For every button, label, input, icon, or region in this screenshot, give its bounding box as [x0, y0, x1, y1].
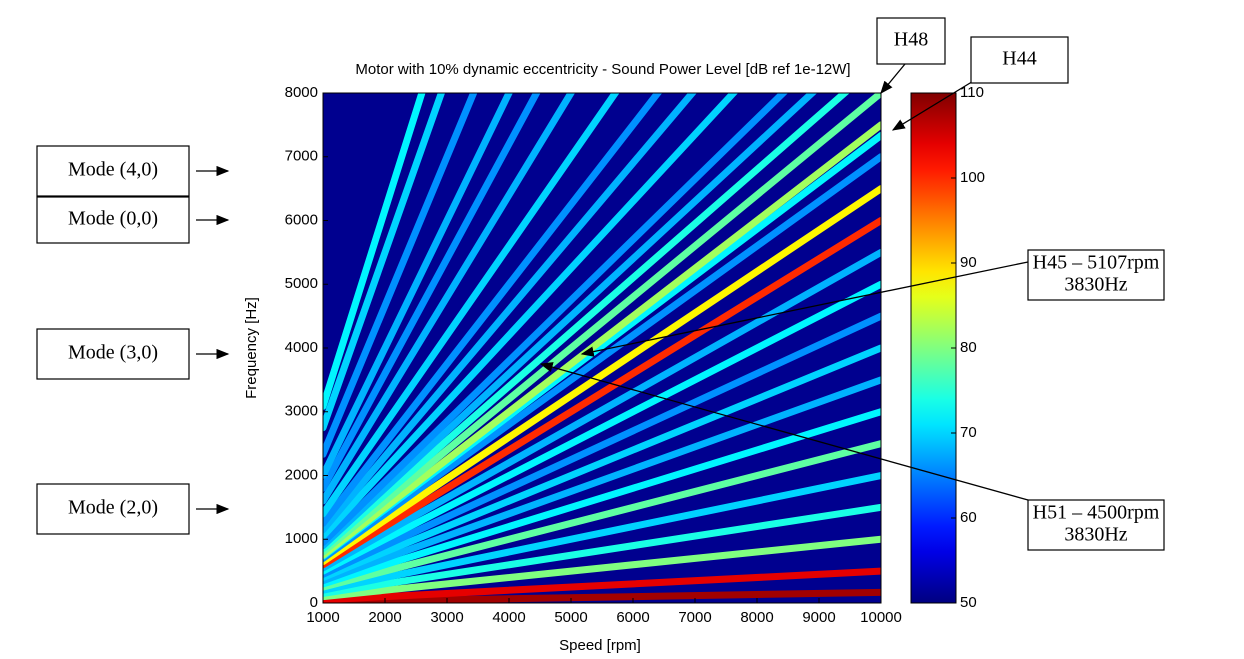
- harmonic-line: [323, 93, 576, 505]
- harmonic-line: [323, 217, 881, 569]
- harmonic-line: [323, 93, 446, 432]
- harmonic-line: [323, 312, 881, 578]
- annotation-box: [970, 36, 1069, 84]
- harmonic-line: [323, 93, 541, 492]
- x-tick-label: 5000: [554, 609, 587, 626]
- colorbar-tick-label: 60: [960, 509, 977, 526]
- colorbar: [911, 93, 956, 603]
- annotation-box: [1027, 249, 1165, 301]
- harmonic-line: [323, 93, 620, 518]
- harmonic-line: [323, 440, 881, 591]
- harmonic-line: [323, 344, 881, 581]
- harmonic-line: [323, 185, 881, 566]
- y-tick-label: 0: [310, 594, 318, 611]
- annotation-box: [36, 196, 190, 244]
- harmonic-line: [323, 503, 881, 597]
- harmonic-line: [323, 93, 478, 458]
- colorbar-tick-label: 110: [960, 84, 984, 101]
- x-axis-label: Speed [rpm]: [559, 637, 641, 654]
- x-tick-label: 10000: [860, 609, 902, 626]
- annotation-box: [36, 145, 190, 197]
- annotation-box: [1027, 499, 1165, 551]
- annotation-text: Mode (2,0): [68, 497, 158, 519]
- annotation-text: Mode (4,0): [68, 159, 158, 181]
- harmonic-line: [323, 121, 881, 559]
- x-tick-label: 2000: [368, 609, 401, 626]
- y-tick-label: 4000: [285, 339, 318, 356]
- harmonic-line: [323, 93, 850, 553]
- x-tick-label: 3000: [430, 609, 463, 626]
- x-tick-label: 9000: [802, 609, 835, 626]
- colorbar-tick-label: 50: [960, 594, 977, 611]
- harmonic-lines: [323, 93, 881, 603]
- annotation-text: Mode (0,0): [68, 208, 158, 230]
- harmonic-line: [323, 535, 881, 601]
- annotation-arrow: [580, 261, 1029, 357]
- annotation-text: H44: [1002, 48, 1036, 70]
- annotation-text: 3830Hz: [1064, 274, 1127, 296]
- harmonic-line: [323, 93, 513, 479]
- annotation-arrow: [539, 362, 1029, 501]
- colorbar-tick-label: 80: [960, 339, 977, 356]
- annotation-box: [876, 17, 946, 65]
- annotation-text: H45 – 5107rpm: [1033, 252, 1160, 274]
- harmonic-line: [323, 93, 789, 546]
- annotations: Mode (4,0) Mode (0,0) Mode (3,0) Mode (2,0)…: [36, 17, 1165, 551]
- annotation-text: 3830Hz: [1064, 524, 1127, 546]
- y-tick-label: 1000: [285, 530, 318, 547]
- annotation-arrow: [880, 63, 906, 95]
- annotation-arrow: [891, 79, 976, 131]
- chart-title: Motor with 10% dynamic eccentricity - So…: [355, 61, 850, 78]
- x-tick-label: 4000: [492, 609, 525, 626]
- harmonic-line: [323, 280, 881, 575]
- y-tick-label: 6000: [285, 211, 318, 228]
- annotation-text: H51 – 4500rpm: [1033, 502, 1160, 524]
- colorbar-tick-label: 90: [960, 254, 977, 271]
- harmonic-line: [323, 93, 697, 534]
- y-tick-label: 5000: [285, 275, 318, 292]
- x-tick-label: 6000: [616, 609, 649, 626]
- x-tick-label: 8000: [740, 609, 773, 626]
- harmonic-line: [323, 93, 739, 540]
- colorbar-tick-label: 70: [960, 424, 977, 441]
- annotation-text: Mode (3,0): [68, 342, 158, 364]
- harmonic-line: [323, 93, 818, 550]
- harmonic-line: [323, 248, 881, 572]
- harmonic-line: [323, 408, 881, 588]
- annotation-text: H48: [894, 29, 928, 51]
- harmonic-line: [323, 153, 881, 562]
- annotation-box: [36, 328, 190, 380]
- colorbar-tick-label: 100: [960, 169, 985, 186]
- y-tick-label: 2000: [285, 466, 318, 483]
- y-tick-label: 7000: [285, 148, 318, 165]
- annotation-box: [36, 483, 190, 535]
- x-tick-label: 7000: [678, 609, 711, 626]
- harmonic-line: [323, 588, 881, 603]
- y-axis-label: Frequency [Hz]: [243, 297, 260, 399]
- harmonic-line: [323, 567, 881, 603]
- harmonic-line: [323, 93, 881, 556]
- harmonic-line: [323, 376, 881, 585]
- harmonic-line: [323, 472, 881, 594]
- x-tick-label: 1000: [306, 609, 339, 626]
- y-tick-label: 3000: [285, 403, 318, 420]
- harmonic-line: [323, 93, 426, 410]
- y-tick-label: 8000: [285, 84, 318, 101]
- harmonic-line: [323, 93, 663, 527]
